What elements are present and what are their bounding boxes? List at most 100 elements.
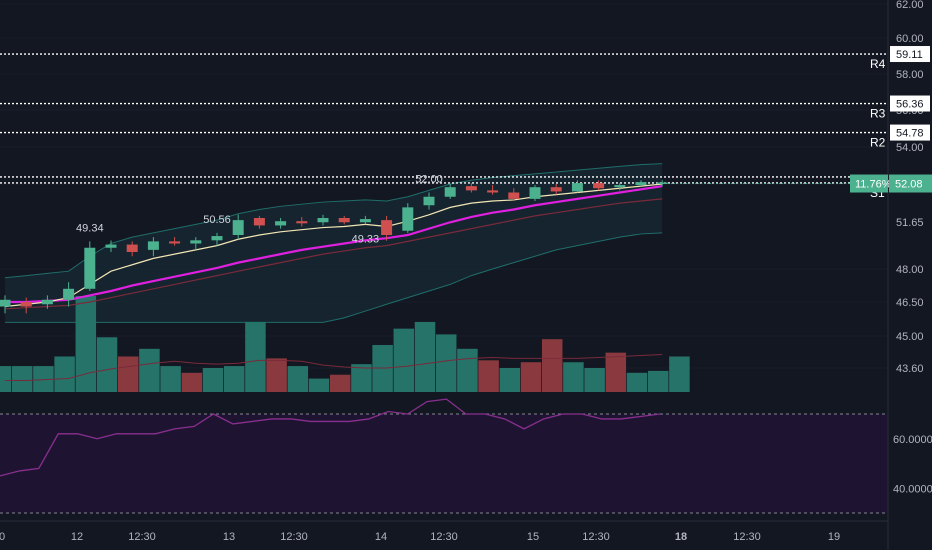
moving-averages [4,183,663,310]
candle-body [423,196,435,206]
rsi-indicator [0,398,888,514]
volume-bar [435,334,457,392]
candle-body [232,220,244,235]
time-tick-label: 12:30 [280,531,308,543]
bollinger-upper-line [4,163,663,279]
time-tick-label: 12:30 [733,531,761,543]
volume-bar [96,337,118,392]
candle-body [359,219,371,223]
candle-body [0,299,11,307]
price-annotations: 49.34 50.56 49.33 52.00 [76,174,443,246]
candle-body [550,187,562,192]
volume-bar [605,352,627,392]
price-tick-label: 60.00 [896,33,924,45]
price-annotation: 49.34 [76,222,104,234]
candle-body [338,218,350,223]
volume-bar [563,362,584,392]
candle-body [444,187,456,197]
time-tick-label: 12:30 [128,531,156,543]
ma-long-line [4,198,663,310]
pivot-value: 56.36 [896,99,924,111]
bollinger-bands [4,163,663,323]
volume-bar [287,366,309,392]
pivot-value: 54.78 [896,128,924,140]
volume-bar [202,368,224,392]
pivot-name: R3 [870,107,886,121]
price-tick-label: 62.00 [896,0,924,11]
price-tick-label: 43.60 [896,363,924,375]
volume-bar [266,358,287,392]
rsi-tick-label: 60.0000 [893,434,932,446]
time-tick-label: 12:30 [582,531,610,543]
candle-body [275,221,287,226]
candle-body [296,221,308,224]
bollinger-lower-line [5,232,663,323]
price-tick-label: 58.00 [896,69,924,81]
candle-body [41,299,53,305]
candle-body [147,241,159,250]
price-tick-label: 51.65 [896,217,924,229]
time-tick-label: 19 [828,531,840,543]
volume-bars [0,296,690,392]
pivot-name: R4 [870,57,886,71]
pivot-value-box [890,124,930,141]
volume-bar [414,321,436,392]
price-tick-label: 45.00 [896,331,924,343]
volume-bar [223,366,245,392]
time-tick-label: 13 [223,531,235,543]
pivot-value-box [890,95,930,112]
volume-bar [181,372,203,392]
price-annotation: 50.56 [203,214,231,226]
candle-body [317,218,329,223]
volume-bar [0,366,12,392]
volume-bar [139,348,160,392]
candle-body [169,241,181,244]
rsi-line [0,398,661,477]
candle-body [63,288,75,300]
volume-ma-line [5,354,663,381]
pivot-lines [0,53,888,184]
volume-bar [457,348,478,392]
volume-bar [647,370,669,392]
candle-body [614,185,626,188]
volume-bar [75,296,97,392]
volume-bar [245,321,266,392]
candle-body [571,183,583,192]
volume-bar [541,339,563,392]
volume-bar [584,368,605,392]
time-axis[interactable]: 0 12 12:30 13 12:30 14 12:30 15 12:30 18 12:30 19 [0,531,840,543]
candles [0,180,668,314]
rsi-band [0,414,888,513]
candle-body [84,247,96,289]
volume-bar [669,356,690,392]
candle-body [253,218,265,226]
volume-bar [329,374,351,392]
price-tick-label: 54.00 [896,142,924,154]
candle-body [593,183,605,189]
candle-body [20,302,32,307]
candle-body [381,220,393,235]
pivot-name: R2 [870,136,886,150]
candle-body [656,182,668,185]
change-box [850,174,888,193]
candle-body [190,240,202,244]
ema-slow-line [5,185,663,304]
candle-body [508,192,520,199]
volume-bar [160,366,181,392]
volume-bar [11,366,33,392]
volume-bar [351,364,372,392]
volume-bar [117,356,139,392]
candle-body [126,244,138,252]
volume-bar [626,372,648,392]
price-tick-label: 48.00 [896,264,924,276]
bollinger-fill [5,163,663,323]
volume-bar [499,368,521,392]
change-percent: 11.76% [855,179,892,191]
candle-body [465,186,477,191]
volume-bar [308,378,330,392]
volume-bar [33,366,54,392]
price-annotation: 49.33 [352,233,380,245]
volume-bar [54,356,75,392]
volume-bar [520,362,542,392]
